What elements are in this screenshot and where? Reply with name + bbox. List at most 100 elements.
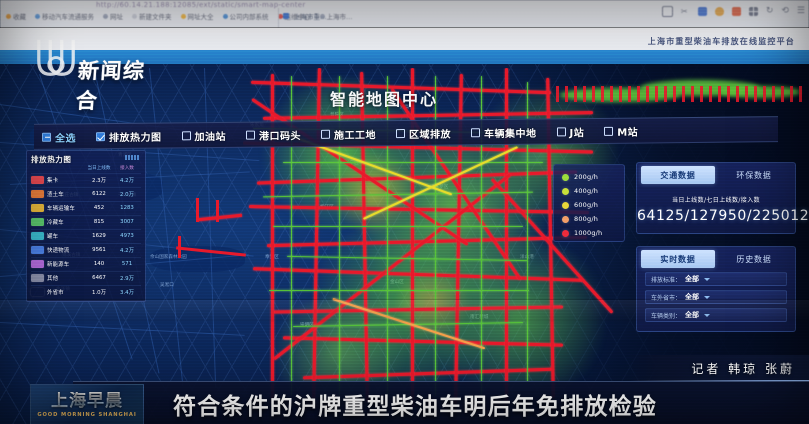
tab-realtime-data[interactable]: 实时数据 — [641, 250, 715, 268]
history-icon[interactable]: ⟲ — [781, 6, 789, 16]
truck-tanker-icon — [31, 232, 44, 241]
filter-vehicle-category[interactable]: 车辆类别： 全部 — [645, 308, 787, 322]
truck-delivery-icon — [31, 246, 44, 255]
chevron-down-icon[interactable] — [704, 313, 711, 317]
bookmark-item[interactable]: 网址 — [103, 11, 123, 21]
truck-other-icon — [31, 274, 44, 283]
chevron-down-icon[interactable] — [704, 277, 711, 281]
tab-traffic-data[interactable]: 交通数据 — [641, 166, 715, 184]
checkbox-icon[interactable] — [246, 130, 255, 140]
stats-tabs[interactable]: 交通数据 环保数据 — [637, 163, 795, 184]
table-row[interactable]: 快递物流 9561 4.2万 — [31, 242, 141, 257]
layer-checkbox-gas-station[interactable]: 加油站 — [181, 127, 226, 143]
bookmarks-bar[interactable]: 收藏 移动汽车流通服务 网址 新建文件夹 网址大全 公司内部系统 运维中心 上海… — [6, 10, 353, 22]
filter-panel[interactable]: 实时数据 历史数据 排放标准： 全部 车外省市： 全部 车辆类别： 全部 — [636, 246, 796, 332]
tab-environment-data[interactable]: 环保数据 — [736, 170, 772, 180]
link-icon — [103, 13, 108, 19]
tab-history-data[interactable]: 历史数据 — [736, 254, 772, 264]
bookmark-item[interactable]: 新建文件夹 — [132, 11, 172, 21]
map-label: 佘山国家森林公园 — [150, 255, 187, 260]
checkbox-icon[interactable] — [471, 127, 480, 137]
browser-chrome: http://60.14.21.188:12085/ext/static/sma… — [0, 0, 809, 30]
filter-province-city[interactable]: 车外省市： 全部 — [645, 290, 787, 304]
emission-heatmap-panel[interactable]: 排放热力图 当日上线数 接入数 集卡 2.3万 4.2万 渣土车 6122 2.… — [26, 150, 146, 302]
channel-logo: 新闻综合 — [33, 36, 165, 113]
folder-icon — [132, 13, 137, 19]
scissors-icon[interactable]: ✂ — [680, 7, 688, 16]
checkbox-icon[interactable] — [604, 126, 614, 136]
layer-checkbox-m-station[interactable]: M站 — [604, 123, 638, 138]
truck-dump-icon — [31, 190, 44, 199]
stats-panel[interactable]: 交通数据 环保数据 当日上线数/七日上线数/接入数 64125/127950/2… — [636, 162, 809, 234]
bookmark-item[interactable]: 上海市… — [319, 11, 353, 21]
megaphone-icon[interactable] — [731, 7, 741, 16]
legend-color-swatch — [562, 187, 569, 195]
legend-item: 600g/h — [562, 198, 624, 212]
checkbox-partial-icon[interactable] — [42, 132, 51, 142]
browser-tab[interactable]: 上海市重… — [283, 11, 327, 21]
platform-page: 上海市重型柴油车排放在线监控平台 2022-12-03 12:48:50 — [0, 28, 809, 424]
channel-mark-icon — [37, 39, 75, 76]
refresh-icon[interactable]: ↻ — [765, 6, 774, 16]
browser-toolbar-icons[interactable]: ✂ ↻ ⟲ ☰ — [661, 6, 805, 17]
table-row[interactable]: 其他 6467 2.9万 — [31, 270, 141, 285]
address-bar[interactable]: http://60.14.21.188:12085/ext/static/sma… — [96, 1, 306, 9]
screenshot-icon[interactable] — [661, 6, 673, 17]
layer-checkbox-j-station[interactable]: J站 — [556, 124, 584, 139]
layer-checkbox-vehicle-hub[interactable]: 车辆集中地 — [471, 124, 537, 140]
layer-checkbox-regional-emission[interactable]: 区域排放 — [396, 125, 451, 141]
panel-title: 排放热力图 — [31, 155, 72, 164]
checkbox-icon[interactable] — [181, 130, 191, 140]
layer-checkbox-heatmap[interactable]: 排放热力图 — [96, 128, 162, 144]
layer-checkbox-construction-site[interactable]: 施工工地 — [321, 126, 376, 142]
bookmark-item[interactable]: 公司内部系统 — [222, 11, 269, 21]
checkbox-icon[interactable] — [321, 129, 330, 139]
table-row[interactable]: 外省市 1.0万 3.4万 — [31, 284, 141, 299]
bookmark-item[interactable]: 收藏 — [6, 11, 26, 21]
checkbox-icon[interactable] — [396, 128, 405, 138]
menu-icon[interactable]: ☰ — [796, 6, 805, 16]
layer-checkbox-port[interactable]: 港口码头 — [246, 127, 301, 143]
layer-checkbox-select-all[interactable]: 全选 — [42, 129, 76, 144]
bookmark-item[interactable]: 网址大全 — [180, 11, 214, 21]
apps-grid-icon[interactable] — [748, 7, 758, 16]
tab-label: 上海市重… — [294, 13, 327, 21]
chevron-down-icon[interactable] — [704, 295, 711, 299]
map-center-title: 智能地图中心 — [330, 90, 439, 109]
checkbox-checked-icon[interactable] — [96, 131, 105, 141]
table-row[interactable]: 渣土车 6122 2.0万 — [31, 186, 141, 201]
truck-ev-icon — [31, 260, 44, 269]
table-row[interactable]: 集卡 2.3万 4.2万 — [31, 172, 141, 187]
shield-icon[interactable] — [714, 7, 724, 16]
reporter-credit: 记者 韩琼 张蔚 — [629, 355, 809, 382]
truck-carrier-icon — [31, 204, 44, 213]
filter-tabs[interactable]: 实时数据 历史数据 — [637, 247, 795, 268]
bookmark-item[interactable]: 运维中心 — [277, 11, 311, 21]
lower-third-banner: 上海早晨 GOOD MORNING SHANGHAI 符合条件的沪牌重型柴油车明… — [30, 381, 809, 424]
legend-color-swatch — [562, 173, 569, 181]
bookmark-item[interactable]: 移动汽车流通服务 — [35, 11, 94, 21]
legend-color-swatch — [562, 201, 569, 209]
legend-color-swatch — [562, 229, 569, 237]
filter-emission-standard[interactable]: 排放标准： 全部 — [645, 272, 787, 286]
map-label: 吴淞口 — [160, 283, 174, 288]
table-row[interactable]: 罐车 1629 4973 — [31, 228, 141, 243]
table-row[interactable]: 新能源车 140 571 — [31, 256, 141, 271]
truck-container-icon — [31, 176, 44, 185]
truck-outside-icon — [31, 288, 44, 296]
search-icon — [222, 13, 228, 19]
stats-value: 64125/127950/225012 — [637, 208, 809, 224]
star-icon — [6, 13, 11, 19]
ops-icon — [277, 13, 283, 19]
table-row[interactable]: 冷藏车 815 3007 — [31, 214, 141, 229]
checkbox-icon[interactable] — [556, 126, 566, 136]
signal-bars-icon — [125, 155, 139, 160]
heatmap-legend: 200g/h 400g/h 600g/h 800g/h 1000g/h — [553, 164, 625, 242]
translate-icon[interactable] — [697, 7, 707, 16]
globe-icon — [35, 13, 40, 19]
program-logo: 上海早晨 GOOD MORNING SHANGHAI — [30, 384, 144, 424]
table-row[interactable]: 车辆运输车 452 1283 — [31, 200, 141, 215]
bookmark-icon — [180, 13, 186, 19]
legend-color-swatch — [562, 215, 569, 223]
